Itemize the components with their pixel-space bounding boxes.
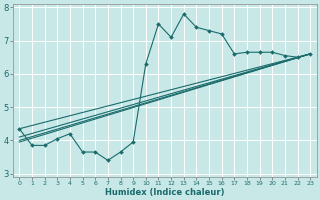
X-axis label: Humidex (Indice chaleur): Humidex (Indice chaleur) xyxy=(105,188,225,197)
